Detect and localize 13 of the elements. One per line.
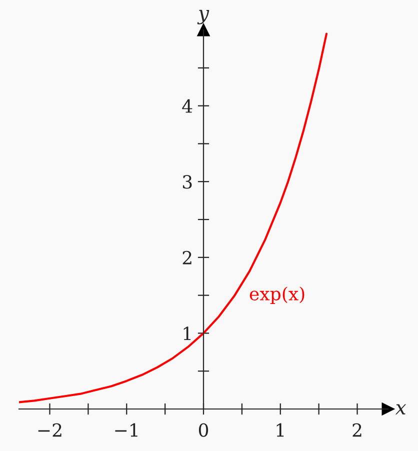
y-tick-label: 4 [182,99,192,113]
x-tick-label: −1 [115,423,138,437]
x-tick-label: 0 [198,423,208,437]
x-tick-label: 2 [352,423,362,437]
x-tick-label: −2 [38,423,62,437]
x-tick-label: 1 [276,423,284,437]
y-tick-label: 1 [184,326,191,340]
y-tick-label: 3 [182,175,192,189]
y-axis-title: y [197,10,210,24]
x-axis-title: x [395,404,406,414]
annotation: exp(x) [250,286,304,304]
y-tick-label: 2 [182,250,192,264]
line-series [19,32,328,404]
